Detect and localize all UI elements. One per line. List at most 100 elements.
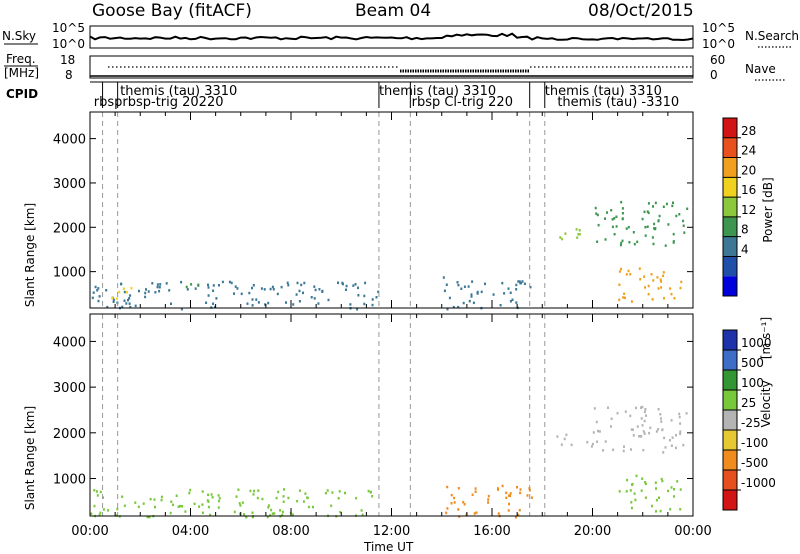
velocity-echo-96 [241, 501, 244, 504]
power-echo-111 [134, 304, 137, 308]
power-echo-212 [613, 217, 616, 220]
power-echo-1 [205, 301, 208, 304]
power-echo-93 [248, 291, 251, 295]
power-echo-214 [594, 206, 597, 210]
power-panel-frame [89, 111, 694, 309]
power-echo-150 [521, 280, 524, 283]
power-echo-174 [576, 236, 579, 239]
power-echo-3 [251, 298, 254, 301]
power-echo-46 [276, 292, 279, 296]
velocity-echo-169 [556, 435, 559, 438]
power-echo-157 [456, 281, 459, 284]
velocity-echo-200 [685, 412, 688, 415]
power-echo-250 [623, 292, 626, 295]
power-echo-58 [233, 292, 235, 295]
power-cbar-frame [722, 117, 738, 297]
power-echo-274 [670, 292, 673, 296]
velocity-echo-154 [505, 491, 508, 495]
power-echo-189 [611, 225, 614, 229]
velocity-echo-55 [137, 505, 140, 509]
power-echo-107 [212, 284, 215, 287]
vel-cbar-tick-label-1: 500 [741, 356, 764, 370]
velocity-echo-108 [217, 506, 220, 509]
power-echo-241 [671, 204, 674, 208]
power-echo-198 [596, 240, 599, 243]
velocity-echo-77 [201, 511, 204, 515]
power-echo-112 [364, 281, 367, 285]
velocity-cbar-label-unit: [m s⁻¹] [759, 317, 773, 359]
velocity-echo-60 [271, 512, 274, 515]
velocity-echo-43 [251, 511, 254, 514]
power-echo-213 [646, 225, 649, 228]
velocity-echo-112 [253, 489, 255, 493]
velocity-echo-250 [654, 481, 657, 484]
power-cbar-swatch-6 [723, 236, 737, 257]
velocity-echo-152 [518, 508, 521, 512]
power-echo-257 [639, 278, 642, 281]
power-echo-98 [257, 301, 260, 304]
power-echo-67 [303, 281, 306, 285]
power-echo-199 [621, 207, 624, 210]
velocity-echo-173 [624, 410, 627, 413]
velocity-echo-223 [664, 446, 667, 449]
velocity-echo-94 [269, 514, 272, 517]
power-echo-252 [660, 280, 663, 283]
velocity-echo-62 [298, 489, 301, 492]
velocity-echo-159 [462, 500, 465, 504]
power-echo-49 [180, 307, 183, 311]
power-echo-269 [657, 287, 660, 290]
velocity-echo-229 [679, 430, 682, 433]
vel-cbar-tick-label-7: -1000 [741, 476, 776, 490]
velocity-echo-247 [655, 498, 658, 502]
velocity-echo-46 [179, 504, 182, 508]
velocity-echo-15 [367, 489, 370, 493]
power-echo-52 [357, 286, 359, 290]
noise-right-bottom: 10^0 [702, 37, 735, 51]
velocity-echo-230 [661, 428, 664, 431]
power-echo-188 [621, 239, 624, 243]
velocity-echo-198 [678, 412, 681, 416]
velocity-echo-233 [644, 496, 647, 499]
velocity-echo-127 [457, 508, 460, 511]
power-echo-242 [665, 202, 668, 206]
power-echo-94 [314, 288, 317, 292]
velocity-echo-40 [102, 508, 105, 511]
velocity-echo-4 [279, 509, 282, 512]
power-frame: 1000 2000 3000 4000 [53, 111, 694, 309]
velocity-echo-76 [238, 502, 241, 505]
power-echo-251 [643, 275, 646, 278]
velocity-echo-260 [626, 478, 629, 482]
velocity-frame: 1000 2000 3000 4000 [53, 313, 694, 517]
power-echo-136 [499, 304, 502, 307]
power-echo-36 [221, 280, 224, 284]
power-echo-53 [310, 296, 313, 299]
velocity-echo-204 [607, 406, 609, 409]
velocity-echo-5 [160, 495, 163, 499]
power-echo-69 [158, 286, 161, 289]
power-echo-272 [662, 271, 665, 274]
velocity-echo-172 [660, 420, 663, 423]
velocity-echo-155 [450, 493, 453, 497]
velocity-echo-64 [201, 503, 204, 506]
power-echo-270 [625, 273, 628, 276]
power-echo-139 [445, 283, 448, 286]
power-echo-227 [653, 222, 656, 226]
power-echo-172 [564, 232, 567, 235]
power-echo-33 [363, 302, 366, 306]
power-echo-44 [264, 303, 267, 306]
cpid-label-0: themis (tau) 3310 [120, 84, 237, 99]
power-echo-89 [94, 285, 97, 289]
velocity-echo-7 [339, 510, 342, 514]
velocity-echo-199 [644, 408, 647, 411]
power-echo-164 [518, 280, 521, 283]
velocity-echo-97 [261, 497, 264, 501]
power-echo-140 [470, 295, 473, 298]
velocity-scatter [90, 405, 688, 519]
power-echo-73 [218, 284, 220, 287]
velocity-echo-47 [146, 515, 149, 519]
power-echo-163 [515, 288, 518, 291]
power-echo-153 [515, 283, 518, 287]
power-echo-232 [654, 227, 657, 230]
power-echo-80 [287, 283, 290, 287]
